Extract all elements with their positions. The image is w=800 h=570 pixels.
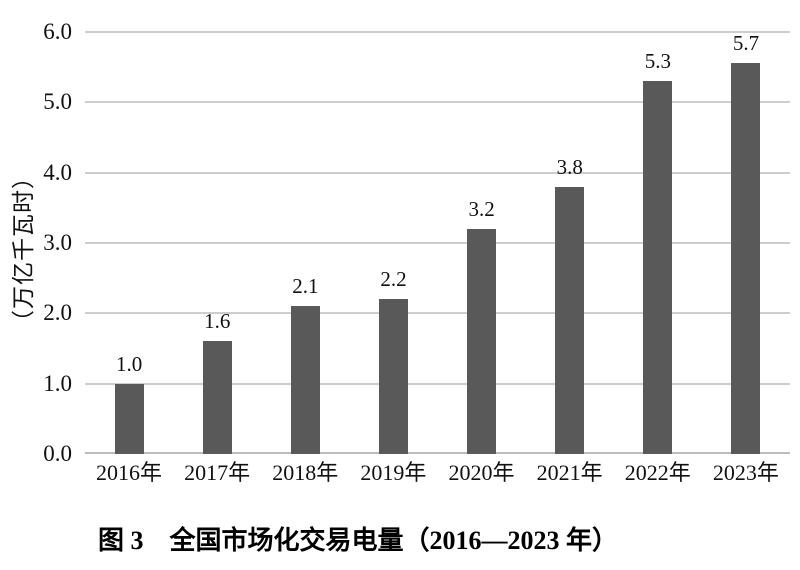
bar-value-label: 5.7 <box>732 31 760 55</box>
gridline <box>85 382 790 385</box>
bar-slot: 3.8 <box>526 32 614 454</box>
x-tick-label: 2023年 <box>712 460 779 485</box>
figure-caption: 图 3 全国市场化交易电量（2016—2023 年） <box>97 526 619 555</box>
x-tick-label: 2017年 <box>184 460 251 485</box>
bar-slot: 1.6 <box>173 32 261 454</box>
x-tick-label: 2020年 <box>448 460 515 485</box>
bar-value-label: 3.2 <box>468 196 495 221</box>
bar-value-label: 5.3 <box>644 49 671 74</box>
gridline <box>85 101 790 104</box>
x-tick-label: 2016年 <box>96 460 163 485</box>
bar-slot: 5.7 <box>702 32 790 454</box>
y-tick-label: 2.0 <box>43 300 72 326</box>
y-tick-label: 5.0 <box>43 89 72 115</box>
bar-slot: 1.0 <box>85 32 173 454</box>
y-tick-label: 0.0 <box>43 441 72 466</box>
bar-slot: 5.3 <box>614 32 702 454</box>
bar-slot: 3.2 <box>438 32 526 454</box>
bar <box>378 299 408 454</box>
gridline <box>85 242 790 244</box>
bar-value-label: 2.1 <box>292 274 319 299</box>
gridline <box>85 171 790 174</box>
bar <box>114 383 144 454</box>
bar-value-label: 2.2 <box>380 267 407 292</box>
y-tick-label: 4.0 <box>43 159 72 185</box>
y-tick-label: 3.0 <box>43 230 72 255</box>
bar-slot: 2.1 <box>261 32 349 454</box>
bar <box>731 63 761 454</box>
x-tick-label: 2019年 <box>360 460 427 485</box>
bars-layer: 1.0 1.6 2.1 2.2 3.2 3.8 5.3 5.7 <box>85 32 790 454</box>
bar <box>202 341 232 454</box>
bar <box>467 228 497 454</box>
gridline <box>85 31 790 33</box>
x-axis-line <box>85 452 790 454</box>
bar-value-label: 1.0 <box>115 351 143 376</box>
x-tick-label: 2022年 <box>624 460 691 485</box>
y-tick-label: 1.0 <box>43 370 72 396</box>
bar <box>290 306 320 454</box>
bar <box>643 81 673 454</box>
y-tick-label: 6.0 <box>43 19 72 44</box>
x-axis-tick-labels: 2016年 2017年 2018年 2019年 2020年 2021年 2022年 2023年 <box>85 460 790 486</box>
bar <box>555 186 585 454</box>
plot-area: 1.0 1.6 2.1 2.2 3.2 3.8 5.3 5.7 <box>85 31 790 454</box>
x-tick-label: 2018年 <box>272 460 339 485</box>
bar-slot: 2.2 <box>349 32 437 454</box>
bar-value-label: 3.8 <box>556 154 583 179</box>
bar-value-label: 1.6 <box>204 309 231 334</box>
x-tick-label: 2021年 <box>536 460 603 485</box>
y-axis-tick-labels: 0.0 1.0 2.0 3.0 4.0 5.0 6.0 <box>0 19 72 466</box>
gridline <box>85 312 790 315</box>
